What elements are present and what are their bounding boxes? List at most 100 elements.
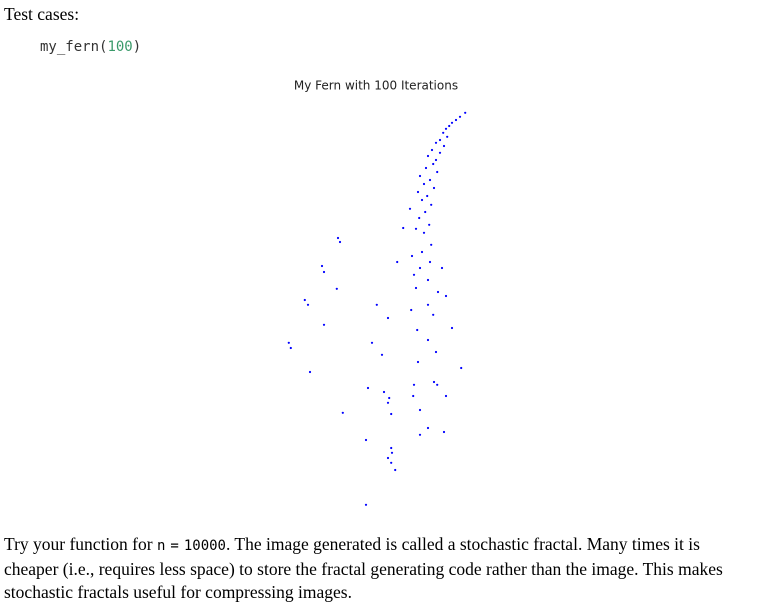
point — [438, 151, 442, 154]
point — [448, 124, 451, 128]
point — [426, 338, 430, 342]
point — [436, 383, 439, 386]
point — [418, 174, 422, 178]
point — [410, 308, 413, 312]
point — [370, 341, 374, 344]
point — [444, 394, 448, 398]
point — [375, 303, 378, 306]
point — [416, 190, 420, 194]
point — [432, 313, 435, 316]
point — [416, 328, 419, 332]
code-line: my_fern(100) — [40, 39, 141, 55]
point — [320, 264, 324, 268]
point — [412, 394, 415, 398]
point — [386, 401, 390, 404]
point — [434, 141, 438, 144]
point — [454, 118, 458, 122]
point — [434, 350, 438, 354]
point — [446, 135, 449, 138]
point — [386, 456, 390, 460]
inline-code: n — [156, 538, 166, 554]
point — [436, 170, 439, 174]
point — [394, 468, 397, 472]
point — [422, 182, 426, 186]
point — [390, 461, 393, 464]
point — [388, 396, 391, 400]
point — [426, 278, 430, 282]
point — [410, 254, 414, 258]
point — [418, 433, 422, 436]
point — [396, 260, 399, 264]
point — [289, 346, 292, 350]
point — [418, 266, 422, 270]
point — [408, 207, 412, 210]
point — [335, 287, 338, 290]
point — [380, 353, 384, 356]
point — [386, 316, 390, 320]
point — [460, 366, 463, 370]
point — [390, 412, 393, 416]
point — [442, 144, 446, 148]
code-arg: 100 — [107, 39, 133, 55]
point — [432, 186, 436, 190]
point — [424, 210, 427, 214]
point — [424, 166, 428, 170]
text: . The image generated is called a stocha… — [4, 534, 723, 602]
point — [402, 226, 405, 230]
point — [366, 386, 370, 390]
point — [430, 148, 434, 152]
point — [364, 503, 368, 506]
point — [430, 203, 433, 206]
point — [444, 294, 448, 298]
code-call: my_fern( — [40, 39, 108, 55]
point — [322, 323, 326, 326]
point — [390, 451, 394, 454]
point — [414, 227, 418, 230]
point — [308, 370, 312, 374]
point — [341, 411, 344, 414]
point — [336, 236, 340, 240]
paragraph: Try your function for n = 10000. The image… — [4, 533, 756, 604]
point — [412, 273, 416, 276]
point — [428, 260, 432, 264]
point — [442, 430, 446, 434]
point — [418, 408, 422, 412]
point — [390, 446, 393, 450]
point — [426, 194, 429, 198]
point — [322, 270, 326, 274]
point — [420, 250, 424, 254]
point — [418, 216, 421, 220]
inline-code: 10000 — [183, 538, 226, 554]
point — [438, 138, 442, 142]
chart-title: My Fern with 100 Iterations — [294, 79, 458, 93]
point — [444, 127, 448, 130]
point — [450, 121, 454, 124]
point — [303, 298, 306, 302]
point — [426, 303, 430, 306]
inline-code: = — [170, 538, 179, 554]
heading: Test cases: — [4, 4, 80, 24]
point — [420, 198, 424, 202]
point — [422, 231, 426, 234]
point — [412, 383, 416, 386]
point — [432, 380, 436, 384]
point — [430, 243, 433, 246]
point — [426, 426, 430, 430]
point — [306, 303, 310, 306]
point — [426, 154, 430, 158]
chart: My Fern with 100 Iterations — [287, 79, 467, 506]
code-close: ) — [132, 39, 142, 55]
point — [428, 223, 431, 226]
point — [287, 341, 290, 344]
point — [414, 286, 418, 290]
point — [458, 115, 462, 118]
point — [338, 240, 342, 244]
point — [442, 131, 445, 134]
point — [436, 290, 440, 294]
point — [382, 390, 386, 394]
point — [464, 111, 467, 114]
point — [432, 162, 435, 166]
point — [416, 360, 420, 364]
point — [450, 326, 454, 330]
